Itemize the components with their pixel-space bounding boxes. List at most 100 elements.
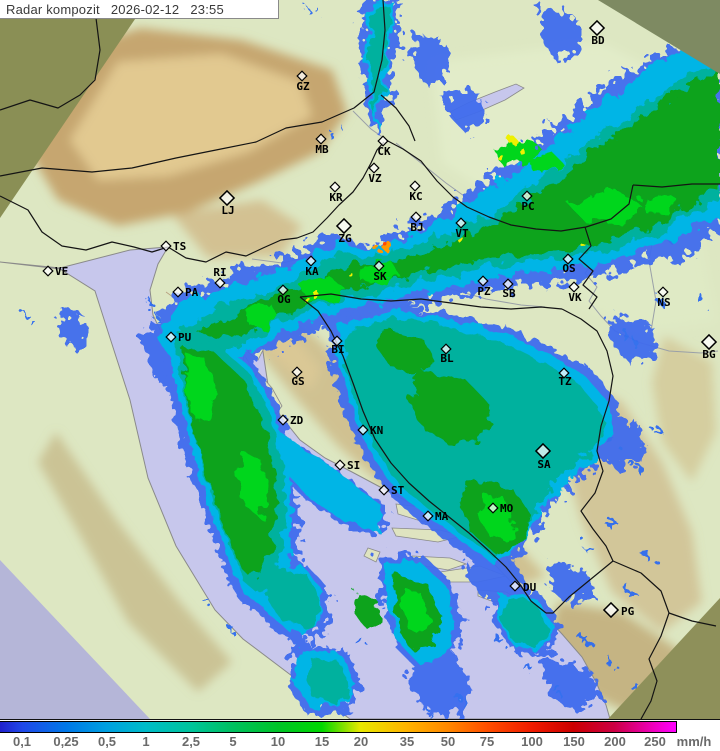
legend-unit-label: mm/h — [676, 734, 712, 749]
city-diamond-PA — [172, 286, 184, 298]
border-line — [0, 195, 169, 253]
city-label-CK: CK — [377, 145, 391, 158]
city-diamond-GZ — [296, 70, 308, 82]
city-label-GS: GS — [291, 375, 304, 388]
city-diamond-BG — [700, 333, 718, 351]
city-label-KC: KC — [409, 190, 422, 203]
city-diamond-ST — [378, 484, 390, 496]
title-date: 2026-02-12 — [110, 1, 180, 17]
city-label-BG: BG — [702, 348, 716, 361]
city-diamond-VE — [42, 265, 54, 277]
city-label-GZ: GZ — [296, 80, 310, 93]
city-diamond-KA — [305, 255, 317, 267]
legend-tick: 20 — [353, 734, 369, 749]
border-line — [299, 296, 547, 614]
city-diamond-BJ — [410, 211, 422, 223]
city-label-PZ: PZ — [477, 285, 491, 298]
legend-tick: 250 — [644, 734, 666, 749]
title-bar: Radar kompozit 2026-02-12 23:55 — [0, 0, 279, 19]
city-diamond-TS — [160, 240, 172, 252]
legend-tick: 100 — [521, 734, 543, 749]
radar-echoes — [156, 2, 720, 708]
city-label-VE: VE — [55, 265, 68, 278]
city-label-OS: OS — [562, 262, 575, 275]
border-line — [0, 0, 386, 177]
city-label-BI: BI — [331, 343, 344, 356]
country-borders — [0, 0, 720, 719]
city-diamond-MB — [315, 133, 327, 145]
city-diamond-CK — [377, 135, 389, 147]
city-label-SI: SI — [347, 459, 360, 472]
border-line — [0, 17, 101, 111]
city-label-TS: TS — [173, 240, 186, 253]
city-label-VZ: VZ — [368, 172, 382, 185]
border-line — [668, 612, 717, 627]
legend-tick: 0,1 — [12, 734, 32, 749]
city-diamond-RI — [214, 277, 226, 289]
city-diamond-VK — [568, 281, 580, 293]
city-label-MB: MB — [315, 143, 329, 156]
legend-tick: 5 — [229, 734, 237, 749]
city-diamond-PZ — [477, 275, 489, 287]
legend-tick: 75 — [479, 734, 495, 749]
border-line — [380, 94, 416, 142]
city-label-PU: PU — [178, 331, 192, 344]
legend-tick: 2,5 — [181, 734, 201, 749]
city-diamond-TZ — [558, 367, 570, 379]
city-diamond-SI — [334, 459, 346, 471]
legend-tick: 150 — [563, 734, 585, 749]
border-line — [167, 141, 385, 263]
border-line — [546, 560, 614, 614]
city-label-KA: KA — [305, 265, 319, 278]
city-label-ST: ST — [391, 484, 405, 497]
city-label-PG: PG — [621, 605, 635, 618]
city-diamond-BI — [331, 335, 343, 347]
city-label-BL: BL — [440, 352, 454, 365]
border-line — [561, 308, 614, 562]
city-diamond-SK — [373, 260, 385, 272]
city-diamond-MA — [422, 510, 434, 522]
border-line — [578, 226, 598, 310]
border-line — [299, 293, 563, 310]
city-label-SB: SB — [502, 287, 516, 300]
precip-legend: 0,1 0,25 0,5 1 2,5 5 10 15 20 35 50 75 100 150 200 250 m… — [0, 719, 720, 751]
legend-tick: 50 — [440, 734, 456, 749]
city-label-KN: KN — [370, 424, 383, 437]
legend-tick: 200 — [604, 734, 626, 749]
city-label-OG: OG — [277, 293, 291, 306]
city-diamond-SB — [502, 278, 514, 290]
city-label-PC: PC — [521, 200, 534, 213]
legend-tick: 0,25 — [53, 734, 79, 749]
city-diamond-GS — [291, 366, 303, 378]
city-diamond-PG — [602, 601, 620, 619]
city-label-VT: VT — [455, 227, 469, 240]
city-diamond-BL — [440, 343, 452, 355]
legend-tick: 10 — [270, 734, 286, 749]
city-diamond-OG — [277, 284, 289, 296]
city-diamond-KR — [329, 181, 341, 193]
city-diamond-KC — [409, 180, 421, 192]
legend-gradient-bar — [0, 721, 677, 733]
city-label-MO: MO — [500, 502, 514, 515]
city-diamond-OS — [562, 253, 574, 265]
city-label-KR: KR — [329, 191, 343, 204]
city-label-SA: SA — [537, 458, 551, 471]
city-label-DU: DU — [523, 581, 537, 594]
border-line — [385, 139, 634, 232]
city-diamond-DU — [509, 580, 521, 592]
city-diamond-NS — [657, 286, 669, 298]
city-label-RI: RI — [213, 266, 226, 279]
city-diamond-ZG — [335, 217, 353, 235]
legend-tick: 0,5 — [97, 734, 117, 749]
city-label-NS: NS — [657, 296, 670, 309]
city-label-PA: PA — [185, 286, 199, 299]
radar-map-area: GZ MB CK VZ KR KC BD LJ ZG BJ VT PC TS RI VE PA PU KA SK OG… — [0, 0, 720, 719]
city-label-VK: VK — [568, 291, 582, 304]
city-diamond-SA — [534, 442, 552, 460]
border-line — [612, 560, 670, 719]
city-label-SK: SK — [373, 270, 387, 283]
city-diamond-PU — [165, 331, 177, 343]
city-diamond-LJ — [218, 189, 236, 207]
city-diamond-VT — [455, 217, 467, 229]
